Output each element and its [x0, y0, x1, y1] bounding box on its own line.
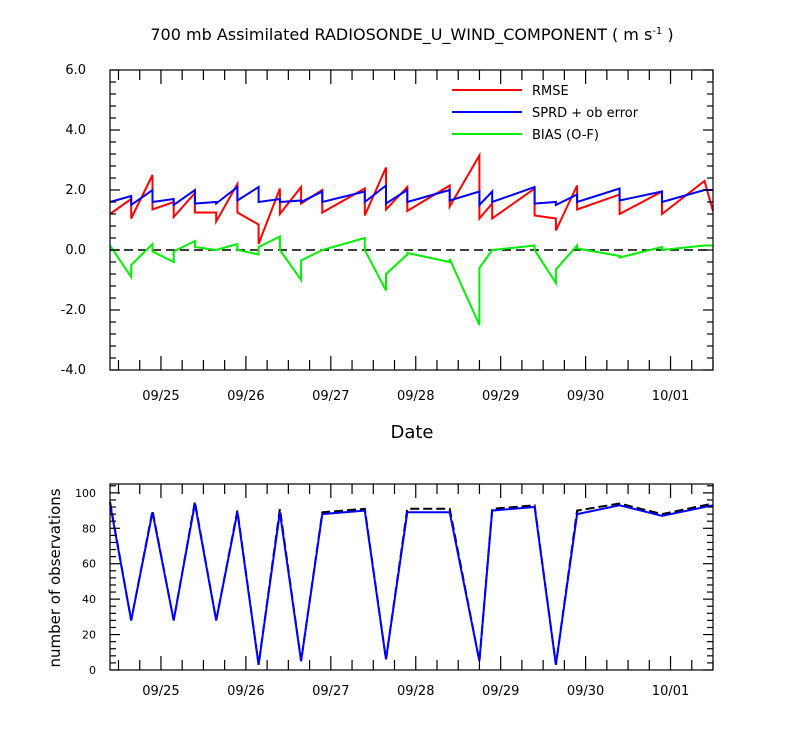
x-tick-label: 09/28 [397, 684, 434, 699]
x-axis-label: Date [390, 422, 433, 443]
top-series-group [109, 151, 714, 326]
series-line-total-observations [109, 501, 714, 665]
x-tick-label: 09/25 [142, 684, 179, 699]
chart-title-end: ) [662, 25, 673, 44]
x-tick-label: 10/01 [652, 684, 689, 699]
x-tick-label: 09/30 [567, 389, 604, 404]
legend: RMSE SPRD + ob error BIAS (O-F) [452, 84, 639, 143]
series-line-assimilated-observations [109, 503, 714, 665]
y-tick-label: 40 [82, 593, 96, 606]
x-tick-label: 09/25 [142, 389, 179, 404]
top-plot-frame [109, 69, 714, 371]
y-axis-label-observations: number of observations [46, 488, 64, 667]
y-tick-label: 80 [82, 522, 96, 535]
x-tick-label: 09/26 [227, 389, 264, 404]
chart-title-main: 700 mb Assimilated RADIOSONDE_U_WIND_COM… [150, 25, 652, 45]
bottom-plot-frame [109, 483, 714, 671]
x-tick-label: 09/27 [312, 389, 349, 404]
y-tick-label: -4.0 [61, 363, 86, 378]
x-tick-label: 10/01 [652, 389, 689, 404]
chart-title: 700 mb Assimilated RADIOSONDE_U_WIND_COM… [150, 25, 673, 45]
y-tick-label: -2.0 [61, 303, 86, 318]
legend-label: RMSE [532, 84, 569, 99]
chart-title-sup: -1 [652, 26, 662, 37]
y-tick-label: 100 [75, 487, 96, 500]
y-tick-label: 60 [82, 558, 96, 571]
x-tick-label: 09/26 [227, 684, 264, 699]
series-line-sprd-ob-error [109, 183, 713, 208]
top-axis-ticks: 09/25 09/26 09/27 09/28 09/29 09/30 10/01 -4.0 -… [61, 63, 714, 404]
bottom-axis-ticks: 09/25 09/26 09/27 09/28 09/29 09/30 10/01 0 20 40… [75, 484, 714, 699]
legend-label: SPRD + ob error [532, 106, 639, 121]
x-tick-label: 09/29 [482, 389, 519, 404]
x-tick-label: 09/29 [482, 684, 519, 699]
y-tick-label: 0.0 [65, 243, 86, 258]
x-tick-label: 09/30 [567, 684, 604, 699]
series-line-bias-o-f [109, 234, 713, 326]
bottom-chart: 09/25 09/26 09/27 09/28 09/29 09/30 10/01 0 20 40… [46, 483, 714, 699]
top-chart: 700 mb Assimilated RADIOSONDE_U_WIND_COM… [61, 25, 714, 443]
x-tick-label: 09/28 [397, 389, 434, 404]
bottom-series-group [109, 501, 714, 665]
x-tick-label: 09/27 [312, 684, 349, 699]
y-tick-label: 0 [89, 664, 96, 677]
y-tick-label: 20 [82, 629, 96, 642]
y-tick-label: 2.0 [65, 183, 86, 198]
y-tick-label: 6.0 [65, 63, 86, 78]
legend-label: BIAS (O-F) [532, 128, 599, 143]
y-tick-label: 4.0 [65, 123, 86, 138]
